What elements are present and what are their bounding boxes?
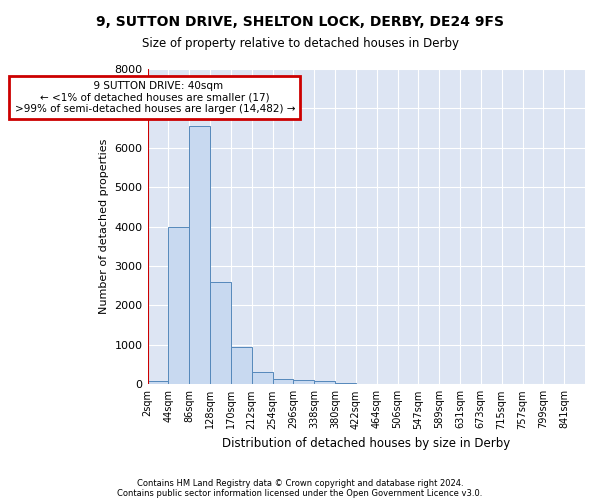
Bar — [210, 282, 231, 384]
Bar — [231, 347, 251, 385]
Text: 9 SUTTON DRIVE: 40sqm
← <1% of detached houses are smaller (17)
>99% of semi-det: 9 SUTTON DRIVE: 40sqm ← <1% of detached … — [14, 81, 295, 114]
Text: 9, SUTTON DRIVE, SHELTON LOCK, DERBY, DE24 9FS: 9, SUTTON DRIVE, SHELTON LOCK, DERBY, DE… — [96, 15, 504, 29]
Text: Contains HM Land Registry data © Crown copyright and database right 2024.: Contains HM Land Registry data © Crown c… — [137, 478, 463, 488]
Bar — [251, 372, 272, 384]
Y-axis label: Number of detached properties: Number of detached properties — [99, 139, 109, 314]
Text: Contains public sector information licensed under the Open Government Licence v3: Contains public sector information licen… — [118, 488, 482, 498]
Text: Size of property relative to detached houses in Derby: Size of property relative to detached ho… — [142, 38, 458, 51]
Bar — [148, 382, 169, 384]
Bar — [189, 126, 210, 384]
Bar — [272, 379, 293, 384]
Bar — [169, 226, 189, 384]
Bar — [293, 380, 314, 384]
Bar — [335, 382, 356, 384]
Bar — [314, 381, 335, 384]
X-axis label: Distribution of detached houses by size in Derby: Distribution of detached houses by size … — [222, 437, 511, 450]
